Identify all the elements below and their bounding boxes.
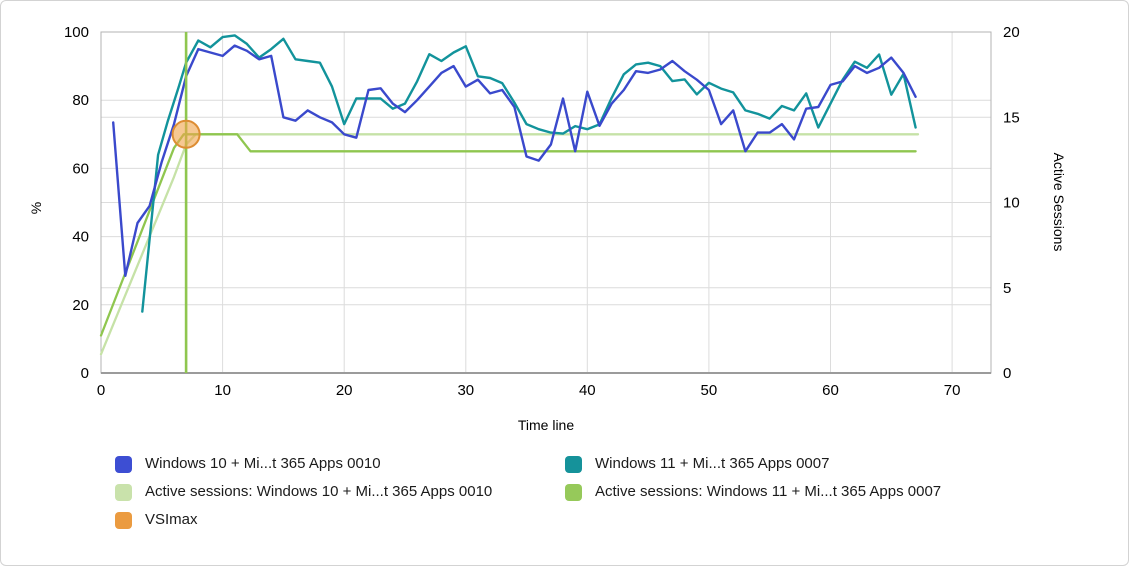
y-axis-title-right: Active Sessions — [1051, 153, 1067, 252]
legend-label: VSImax — [145, 511, 198, 528]
series-line-active-sessions-windows-11-mi-t-365-apps-0007 — [99, 133, 917, 337]
y-left-tick-label: 60 — [72, 160, 89, 177]
x-tick-label: 70 — [944, 382, 961, 399]
x-tick-label: 60 — [822, 382, 839, 399]
y-left-tick-label: 80 — [72, 92, 89, 109]
x-tick-label: 40 — [579, 382, 596, 399]
chart-grid — [100, 31, 992, 374]
x-tick-label: 20 — [336, 382, 353, 399]
legend-label: Windows 10 + Mi...t 365 Apps 0010 — [145, 455, 381, 472]
series-line-active-sessions-windows-10-mi-t-365-apps-0010 — [99, 133, 920, 356]
y-left-tick-label: 20 — [72, 297, 89, 314]
legend-label: Active sessions: Windows 10 + Mi...t 365… — [145, 483, 493, 500]
x-tick-label: 30 — [457, 382, 474, 399]
y-left-tick-label: 0 — [81, 365, 89, 382]
legend-item-active-sessions-windows-10-mi-t-365-apps-0010[interactable]: Active sessions: Windows 10 + Mi...t 365… — [115, 483, 565, 501]
vsimax-marker — [171, 119, 201, 149]
legend-swatch — [115, 511, 132, 529]
x-tick-label: 50 — [701, 382, 718, 399]
y-right-tick-label: 20 — [1003, 24, 1020, 41]
y-left-tick-label: 40 — [72, 229, 89, 246]
legend-swatch — [565, 455, 582, 473]
legend-label: Active sessions: Windows 11 + Mi...t 365… — [595, 483, 942, 500]
y-right-tick-label: 15 — [1003, 109, 1020, 126]
legend: Windows 10 + Mi...t 365 Apps 0010 Windows… — [115, 455, 1128, 529]
y-right-tick-label: 10 — [1003, 195, 1020, 212]
y-right-tick-label: 0 — [1003, 365, 1011, 382]
legend-item-vsimax[interactable]: VSImax — [115, 511, 565, 529]
legend-swatch — [565, 483, 582, 501]
legend-item-active-sessions-windows-11-mi-t-365-apps-0007[interactable]: Active sessions: Windows 11 + Mi...t 365… — [565, 483, 1128, 501]
legend-item-windows-10-mi-t-365-apps-0010[interactable]: Windows 10 + Mi...t 365 Apps 0010 — [115, 455, 565, 473]
x-axis-title: Time line — [518, 417, 574, 433]
chart-svg: 0 10 20 30 40 50 60 70 0 20 40 60 80 100 0 5 10 15 20 % Ac… — [28, 24, 1067, 433]
legend-swatch — [115, 455, 132, 473]
series-line-windows-10-mi-t-365-apps-0010 — [111, 44, 917, 277]
y-axis-title-left: % — [28, 202, 44, 214]
series-line-windows-11-mi-t-365-apps-0007 — [141, 34, 917, 313]
chart-series — [99, 32, 920, 373]
legend-item-windows-11-mi-t-365-apps-0007[interactable]: Windows 11 + Mi...t 365 Apps 0007 — [565, 455, 1128, 473]
x-tick-label: 0 — [97, 382, 105, 399]
y-right-tick-label: 5 — [1003, 280, 1011, 297]
y-left-tick-label: 100 — [64, 24, 89, 41]
chart-tick-labels: 0 10 20 30 40 50 60 70 0 20 40 60 80 100 0 5 10 15 20 — [64, 24, 1020, 399]
legend-label: Windows 11 + Mi...t 365 Apps 0007 — [595, 455, 830, 472]
x-tick-label: 10 — [214, 382, 231, 399]
legend-swatch — [115, 483, 132, 501]
